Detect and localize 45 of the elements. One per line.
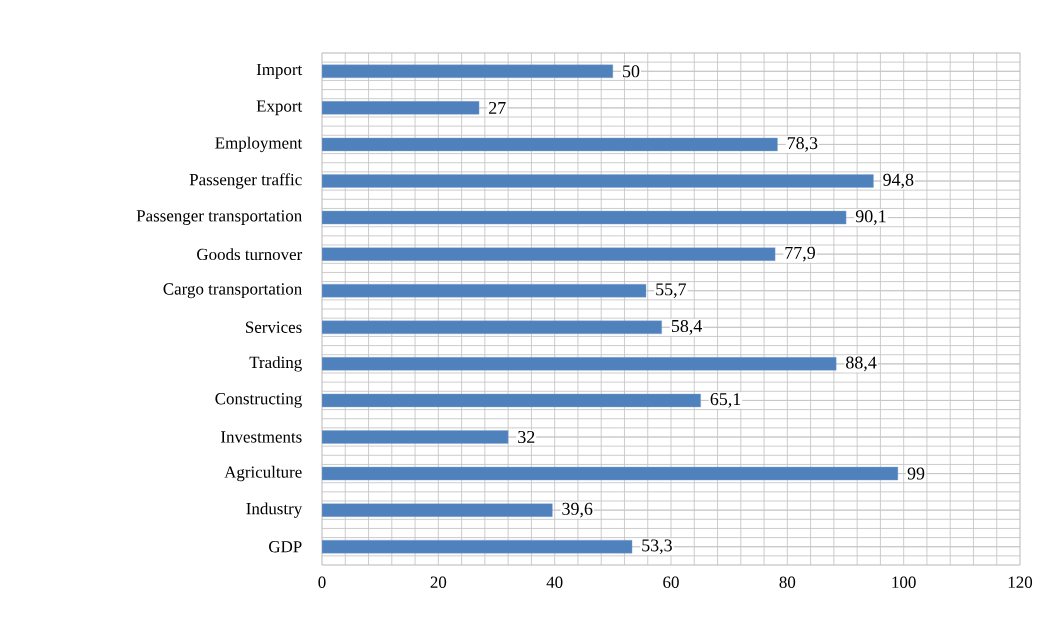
x-tick-label: 40	[546, 576, 563, 588]
data-label: 77,9	[785, 246, 815, 262]
y-tick-label: Employment	[215, 136, 303, 153]
data-label: 65,1	[710, 393, 741, 408]
bar	[322, 174, 874, 188]
y-tick-label: Industry	[246, 502, 303, 518]
y-tick-label: Passenger transportation	[136, 210, 302, 225]
x-tick-label: 60	[663, 576, 679, 588]
data-label: 99	[907, 467, 925, 480]
y-tick-label: Cargo transportation	[163, 283, 302, 299]
data-label: 27	[489, 101, 506, 114]
y-tick-label: Agriculture	[224, 465, 302, 482]
data-label: 58,4	[671, 319, 702, 335]
y-tick-label: Constructing	[215, 392, 302, 408]
x-tick-label: 100	[892, 576, 916, 588]
data-label: 50	[623, 65, 640, 78]
y-tick-label: GDP	[269, 541, 302, 553]
bar	[322, 101, 480, 115]
y-tick-label: Passenger traffic	[189, 173, 302, 189]
x-tick-label: 120	[1008, 576, 1033, 588]
bar	[322, 64, 614, 78]
data-label: 55,7	[656, 283, 687, 298]
bar	[322, 430, 509, 444]
x-tick-label: 0	[318, 576, 326, 588]
bar	[322, 540, 633, 554]
bar	[322, 503, 553, 517]
x-tick-label: 80	[779, 576, 796, 588]
y-tick-label: Import	[256, 63, 303, 79]
data-label: 90,1	[855, 210, 886, 225]
y-tick-label: Trading	[249, 356, 302, 372]
data-label: 78,3	[787, 137, 818, 152]
y-tick-label: Goods turnover	[197, 248, 303, 261]
bar	[322, 320, 662, 334]
y-tick-label: Investments	[220, 431, 302, 443]
data-label: 94,8	[883, 173, 914, 189]
bar	[322, 247, 776, 261]
data-label: 39,6	[562, 502, 593, 518]
data-label: 53,3	[642, 539, 672, 555]
bar	[322, 284, 647, 298]
data-label: 88,4	[846, 356, 877, 372]
bar	[322, 357, 837, 371]
x-tick-label: 20	[430, 576, 447, 588]
data-label: 32	[518, 430, 535, 444]
y-tick-label: Services	[246, 321, 302, 333]
y-tick-label: Export	[256, 100, 303, 116]
